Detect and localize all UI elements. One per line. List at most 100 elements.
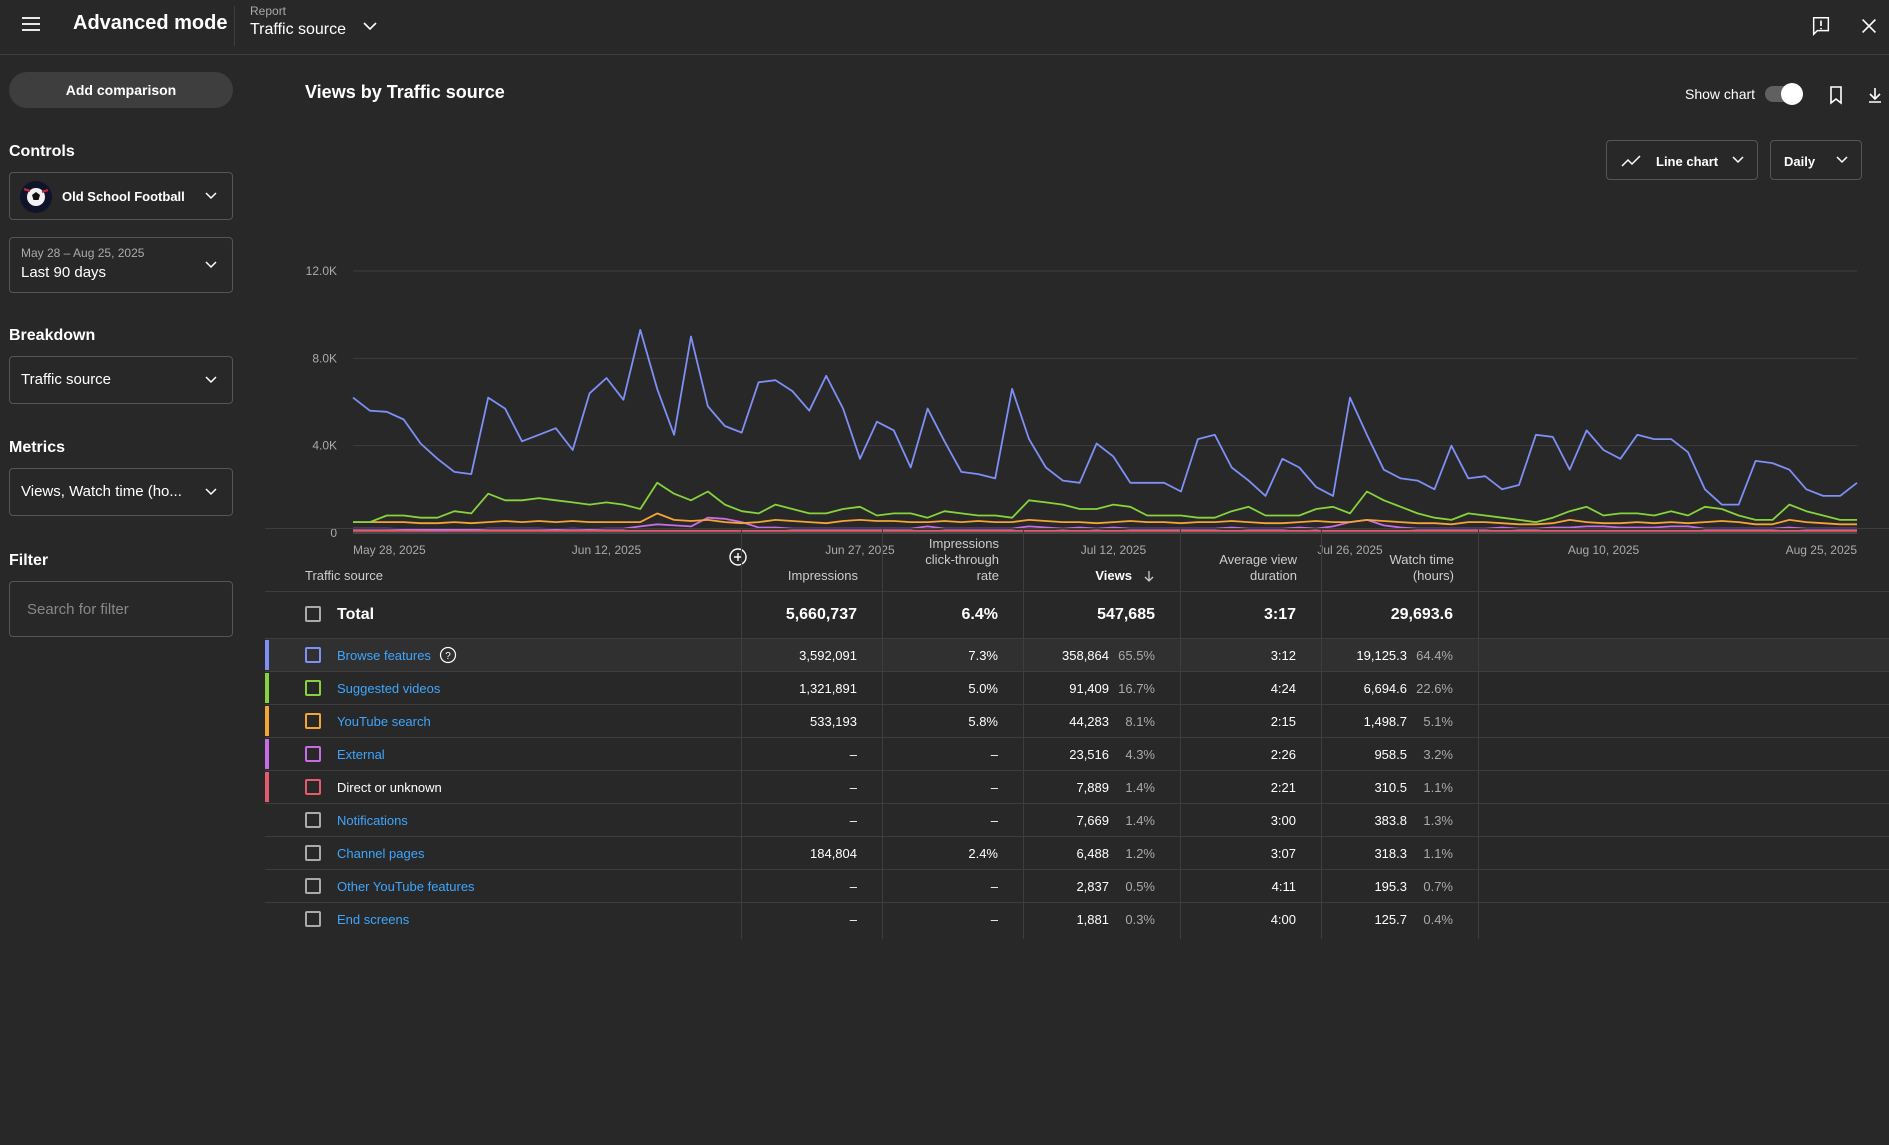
- traffic-source-name[interactable]: Notifications: [337, 813, 408, 828]
- chevron-down-icon[interactable]: [358, 14, 382, 38]
- ctr-value: –: [990, 747, 998, 762]
- interval-label: Daily: [1784, 154, 1816, 169]
- row-checkbox[interactable]: [305, 713, 321, 729]
- column-divider: [882, 528, 883, 939]
- col-avg-view-duration[interactable]: Average view duration: [1219, 552, 1297, 583]
- watch-time-value: 1,498.7: [1363, 714, 1407, 729]
- channel-selector[interactable]: Old School Football: [9, 172, 233, 220]
- avd-value: 2:26: [1270, 747, 1296, 762]
- watch-time-value: 125.7: [1374, 912, 1407, 927]
- metrics-selector[interactable]: Views, Watch time (ho...: [9, 468, 233, 516]
- traffic-source-name[interactable]: Other YouTube features: [337, 879, 475, 894]
- series-line: [353, 512, 1857, 526]
- column-divider: [741, 528, 742, 939]
- checkbox-total[interactable]: [305, 606, 321, 622]
- help-icon[interactable]: ?: [439, 646, 457, 664]
- total-avd: 3:17: [1263, 606, 1296, 623]
- row-checkbox[interactable]: [305, 911, 321, 927]
- date-range-selector[interactable]: May 28 – Aug 25, 2025 Last 90 days: [9, 237, 233, 293]
- x-tick-label: Jul 12, 2025: [1081, 543, 1147, 557]
- row-checkbox[interactable]: [305, 779, 321, 795]
- watch-time-percent: 0.7%: [1423, 879, 1453, 894]
- total-label: Total: [337, 606, 375, 623]
- breakdown-title: Breakdown: [9, 327, 96, 344]
- close-icon[interactable]: [1858, 15, 1880, 37]
- series-color-bar: [265, 739, 269, 769]
- row-checkbox[interactable]: [305, 647, 321, 663]
- row-checkbox[interactable]: [305, 812, 321, 828]
- row-checkbox[interactable]: [305, 845, 321, 861]
- y-tick-label: 8.0K: [312, 351, 337, 365]
- filter-search-input[interactable]: [9, 581, 233, 637]
- impressions-value: –: [849, 813, 857, 828]
- col-views[interactable]: Views: [1023, 529, 1180, 592]
- views-percent: 1.4%: [1125, 780, 1155, 795]
- watch-time-percent: 0.4%: [1423, 912, 1453, 927]
- avd-value: 2:21: [1270, 780, 1296, 795]
- traffic-source-name[interactable]: Channel pages: [337, 846, 425, 861]
- avd-value: 4:11: [1271, 879, 1296, 894]
- traffic-source-name[interactable]: Suggested videos: [337, 681, 441, 696]
- x-tick-label: Jul 26, 2025: [1317, 543, 1383, 557]
- views-value: 7,669: [1076, 813, 1109, 828]
- hamburger-menu-icon[interactable]: [18, 13, 44, 39]
- avd-value: 4:00: [1270, 912, 1296, 927]
- views-percent: 0.3%: [1125, 912, 1155, 927]
- avd-value: 2:15: [1270, 714, 1296, 729]
- watch-time-value: 318.3: [1374, 846, 1407, 861]
- impressions-value: 533,193: [810, 714, 857, 729]
- row-checkbox[interactable]: [305, 878, 321, 894]
- channel-avatar: [20, 181, 52, 213]
- filter-title: Filter: [9, 552, 49, 569]
- ctr-value: 7.3%: [968, 648, 998, 663]
- views-value: 6,488: [1076, 846, 1109, 861]
- column-divider: [1321, 528, 1322, 939]
- traffic-source-name[interactable]: End screens: [337, 912, 410, 927]
- breakdown-selector[interactable]: Traffic source: [9, 356, 233, 404]
- download-icon[interactable]: [1865, 85, 1885, 105]
- report-selector[interactable]: Traffic source: [250, 21, 347, 38]
- total-ctr: 6.4%: [961, 606, 998, 623]
- views-percent: 1.2%: [1125, 846, 1155, 861]
- row-checkbox[interactable]: [305, 746, 321, 762]
- chart-type-label: Line chart: [1656, 154, 1719, 169]
- col-impressions[interactable]: Impressions: [787, 568, 858, 583]
- traffic-source-name[interactable]: YouTube search: [337, 714, 431, 729]
- impressions-value: –: [849, 879, 857, 894]
- interval-dropdown[interactable]: Daily: [1770, 140, 1862, 180]
- row-checkbox[interactable]: [305, 680, 321, 696]
- watch-time-percent: 1.1%: [1423, 846, 1453, 861]
- views-value: 2,837: [1076, 879, 1109, 894]
- table-header: Traffic source Impressions Impressions cl…: [265, 528, 1889, 591]
- series-color-bar: [265, 706, 269, 736]
- chevron-down-icon: [1732, 156, 1744, 164]
- views-value: 91,409: [1069, 681, 1109, 696]
- show-chart-toggle[interactable]: [1765, 83, 1803, 105]
- date-range-dates: May 28 – Aug 25, 2025: [21, 246, 145, 260]
- add-column-icon[interactable]: [729, 548, 747, 566]
- show-chart-label: Show chart: [1685, 86, 1756, 102]
- traffic-source-name: Direct or unknown: [337, 780, 442, 795]
- impressions-value: –: [849, 780, 857, 795]
- chart-type-dropdown[interactable]: Line chart: [1606, 140, 1758, 180]
- ctr-value: 5.8%: [968, 714, 998, 729]
- views-line-chart[interactable]: 0 4.0K 8.0K 12.0K May 28, 2025 Jun 12, 2025 Ju…: [265, 176, 1865, 566]
- traffic-source-name[interactable]: Browse features: [337, 648, 431, 663]
- col-watch-time[interactable]: Watch time (hours): [1389, 552, 1454, 583]
- x-tick-label: Jun 12, 2025: [572, 543, 642, 557]
- col-traffic-source[interactable]: Traffic source: [305, 568, 384, 583]
- add-comparison-button[interactable]: Add comparison: [9, 72, 233, 108]
- views-value: 23,516: [1069, 747, 1109, 762]
- column-divider: [1180, 528, 1181, 939]
- breakdown-value: Traffic source: [21, 371, 112, 388]
- impressions-value: –: [849, 747, 857, 762]
- watch-time-percent: 22.6%: [1416, 681, 1453, 696]
- channel-name: Old School Football: [62, 189, 185, 204]
- col-ctr[interactable]: Impressions click-through rate: [925, 536, 999, 583]
- views-percent: 0.5%: [1125, 879, 1155, 894]
- bookmark-icon[interactable]: [1826, 85, 1846, 105]
- traffic-source-name[interactable]: External: [337, 747, 385, 762]
- feedback-icon[interactable]: [1810, 15, 1832, 37]
- table-row: External – – 23,516 4.3% 2:26 958.5 3.2%: [265, 737, 1889, 770]
- ctr-value: –: [990, 912, 998, 927]
